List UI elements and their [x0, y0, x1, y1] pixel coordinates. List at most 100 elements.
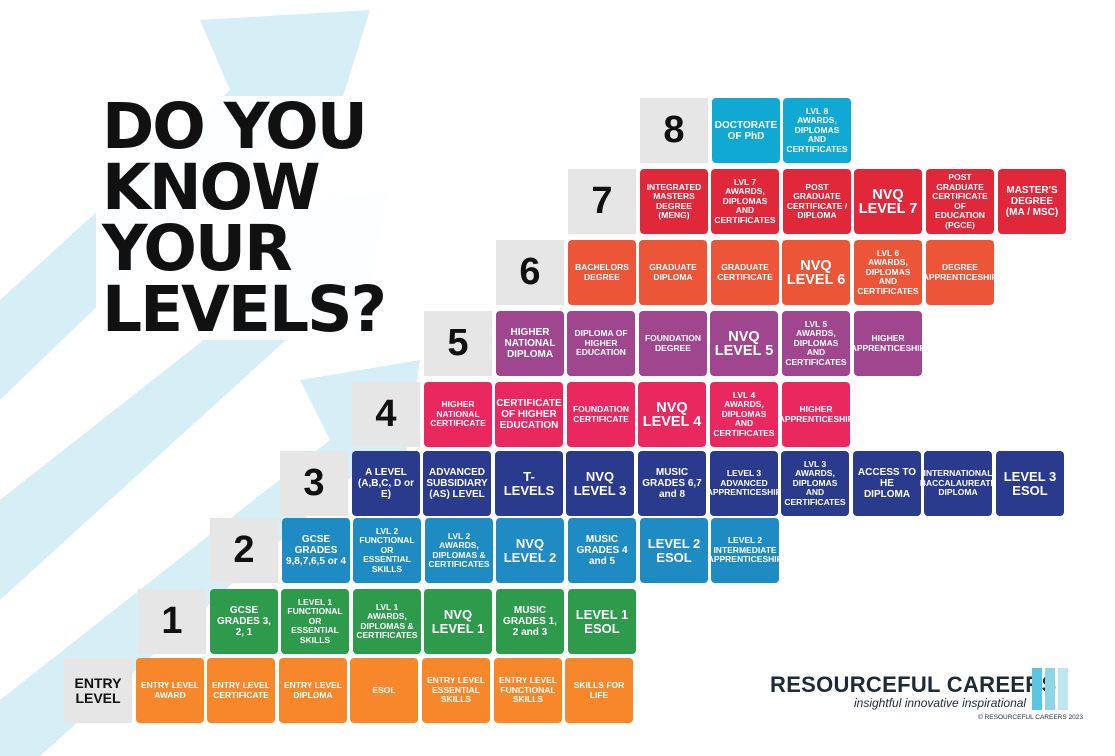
qualification-label: NVQ LEVEL 5: [714, 328, 774, 359]
qualification-label: DIPLOMA OF HIGHER EDUCATION: [574, 328, 628, 358]
headline: DO YOU KNOW YOUR LEVELS?: [96, 95, 392, 341]
qualification-label: ENTRY LEVEL AWARD: [140, 680, 200, 700]
qualification-label: LVL 8 AWARDS, DIPLOMAS AND CERTIFICATES: [786, 105, 848, 154]
headline-line-3: YOUR: [102, 212, 293, 285]
qualification-tile: NVQ LEVEL 7: [854, 169, 922, 234]
qualification-tile: NVQ LEVEL 2: [496, 518, 564, 583]
qualification-label: ENTRY LEVEL FUNCTIONAL SKILLS: [498, 675, 558, 705]
qualification-label: INTEGRATED MASTERS DEGREE (MENG): [646, 181, 702, 220]
qualification-label: LVL 4 AWARDS, DIPLOMAS AND CERTIFICATES: [713, 389, 775, 438]
qualification-tile: ENTRY LEVEL DIPLOMA: [279, 658, 347, 723]
qualification-label: ADVANCED SUBSIDIARY (AS) LEVEL: [426, 467, 488, 500]
qualification-label: LEVEL 1 FUNCTIONAL OR ESSENTIAL SKILLS: [287, 596, 343, 645]
qualification-tile: LVL 5 AWARDS, DIPLOMAS AND CERTIFICATES: [782, 311, 850, 376]
qualification-tile: NVQ LEVEL 3: [566, 451, 634, 516]
qualification-label: INTERNATIONAL BACCALAUREATE DIPLOMA: [919, 468, 997, 498]
qualification-tile: A LEVEL (A,B,C, D or E): [352, 451, 420, 516]
qualification-label: NVQ LEVEL 7: [858, 186, 918, 217]
logo-bars-icon: [1032, 668, 1070, 710]
qualification-label: LVL 2 AWARDS, DIPLOMAS & CERTIFICATES: [428, 530, 490, 569]
qualification-tile: LVL 3 AWARDS, DIPLOMAS AND CERTIFICATES: [781, 451, 849, 516]
qualification-label: MUSIC GRADES 6,7 and 8: [642, 467, 702, 500]
qualification-label: HIGHER APPRENTICESHIP: [778, 404, 854, 424]
qualification-label: HIGHER APPRENTICESHIP: [850, 333, 926, 353]
level-number-6: 2: [210, 518, 278, 583]
qualification-tile: ESOL: [350, 658, 418, 723]
qualification-tile: NVQ LEVEL 5: [710, 311, 778, 376]
qualification-label: GRADUATE CERTIFICATE: [717, 262, 773, 282]
qualification-tile: HIGHER APPRENTICESHIP: [779, 382, 853, 447]
qualification-label: LEVEL 2 ESOL: [647, 536, 701, 565]
qualification-tile: SKILLS FOR LIFE: [565, 658, 633, 723]
qualification-label: LVL 7 AWARDS, DIPLOMAS AND CERTIFICATES: [714, 176, 776, 225]
qualification-tile: DOCTORATE OF PhD: [712, 98, 780, 163]
level-number-4: 4: [352, 382, 420, 447]
qualification-tile: HIGHER NATIONAL DIPLOMA: [496, 311, 564, 376]
qualification-tile: ENTRY LEVEL AWARD: [136, 658, 204, 723]
qualification-label: ESOL: [372, 684, 396, 695]
qualification-tile: LVL 7 AWARDS, DIPLOMAS AND CERTIFICATES: [711, 169, 779, 234]
qualification-label: LEVEL 3 ESOL: [1003, 469, 1057, 498]
qualification-tile: LEVEL 2 ESOL: [640, 518, 708, 583]
qualification-tile: GRADUATE CERTIFICATE: [711, 240, 779, 305]
qualification-label: LEVEL 1 ESOL: [575, 607, 629, 636]
brand-name: RESOURCEFUL CAREERS: [770, 672, 1057, 697]
qualification-label: MUSIC GRADES 1, 2 and 3: [503, 605, 557, 638]
qualification-tile: GCSE GRADES 9,8,7,6,5 or 4: [282, 518, 350, 583]
qualification-label: LEVEL 2 INTERMEDIATE APPRENTICESHIP: [707, 535, 783, 565]
qualification-tile: ENTRY LEVEL FUNCTIONAL SKILLS: [494, 658, 562, 723]
level-number-7: 1: [138, 589, 206, 654]
qualification-tile: LVL 4 AWARDS, DIPLOMAS AND CERTIFICATES: [710, 382, 778, 447]
qualification-tile: HIGHER NATIONAL CERTIFICATE: [424, 382, 492, 447]
qualification-label: GRADUATE DIPLOMA: [649, 262, 697, 282]
level-number-2: 6: [496, 240, 564, 305]
qualification-label: LEVEL 3 ADVANCED APPRENTICESHIP: [706, 468, 782, 498]
qualification-tile: LEVEL 2 INTERMEDIATE APPRENTICESHIP: [708, 518, 782, 583]
qualification-tile: LEVEL 1 FUNCTIONAL OR ESSENTIAL SKILLS: [281, 589, 349, 654]
qualification-tile: NVQ LEVEL 6: [782, 240, 850, 305]
qualification-label: T-LEVELS: [503, 469, 555, 498]
qualification-tile: LVL 8 AWARDS, DIPLOMAS AND CERTIFICATES: [783, 98, 851, 163]
qualification-tile: BACHELORS DEGREE: [568, 240, 636, 305]
qualification-tile: MUSIC GRADES 6,7 and 8: [638, 451, 706, 516]
qualification-tile: ENTRY LEVEL CERTIFICATE: [207, 658, 275, 723]
qualification-label: ENTRY LEVEL ESSENTIAL SKILLS: [426, 675, 486, 705]
qualification-label: ENTRY LEVEL CERTIFICATE: [211, 680, 271, 700]
qualification-label: GCSE GRADES 3, 2, 1: [217, 605, 271, 638]
qualification-label: LVL 5 AWARDS, DIPLOMAS AND CERTIFICATES: [785, 318, 847, 367]
qualification-tile: LVL 1 AWARDS, DIPLOMAS & CERTIFICATES: [353, 589, 421, 654]
qualification-tile: LEVEL 3 ADVANCED APPRENTICESHIP: [707, 451, 781, 516]
qualification-tile: DIPLOMA OF HIGHER EDUCATION: [567, 311, 635, 376]
brand-tagline: insightful innovative inspirational: [854, 696, 1027, 710]
qualification-label: HIGHER NATIONAL DIPLOMA: [504, 327, 556, 360]
qualification-tile: LVL 6 AWARDS, DIPLOMAS AND CERTIFICATES: [854, 240, 922, 305]
qualification-label: DOCTORATE OF PhD: [714, 119, 778, 142]
level-number-1: 7: [568, 169, 636, 234]
copyright-text: © RESOURCEFUL CAREERS 2023: [978, 714, 1083, 721]
qualification-tile: MASTER'S DEGREE (MA / MSC): [998, 169, 1066, 234]
level-number-0: 8: [640, 98, 708, 163]
qualification-label: FOUNDATION DEGREE: [644, 333, 702, 353]
qualification-label: DEGREE APPRENTICESHIP: [922, 262, 998, 282]
level-number-3: 5: [424, 311, 492, 376]
qualification-tile: HIGHER APPRENTICESHIP: [851, 311, 925, 376]
level-number-8: ENTRY LEVEL: [64, 658, 132, 723]
qualification-tile: NVQ LEVEL 1: [424, 589, 492, 654]
qualification-tile: T-LEVELS: [495, 451, 563, 516]
qualification-tile: FOUNDATION DEGREE: [639, 311, 707, 376]
qualification-tile: MUSIC GRADES 4 and 5: [568, 518, 636, 583]
qualification-label: FOUNDATION CERTIFICATE: [572, 404, 630, 424]
qualification-tile: GCSE GRADES 3, 2, 1: [210, 589, 278, 654]
qualification-label: MASTER'S DEGREE (MA / MSC): [1005, 185, 1059, 218]
qualification-tile: ACCESS TO HE DIPLOMA: [853, 451, 921, 516]
qualification-label: NVQ LEVEL 6: [786, 257, 846, 288]
qualification-tile: NVQ LEVEL 4: [638, 382, 706, 447]
qualification-tile: LVL 2 AWARDS, DIPLOMAS & CERTIFICATES: [425, 518, 493, 583]
qualification-label: BACHELORS DEGREE: [575, 262, 629, 282]
qualification-label: A LEVEL (A,B,C, D or E): [357, 467, 415, 500]
qualification-tile: MUSIC GRADES 1, 2 and 3: [496, 589, 564, 654]
headline-line-2: KNOW: [102, 151, 321, 224]
qualification-tile: POST GRADUATE CERTIFICATE / DIPLOMA: [783, 169, 851, 234]
qualification-label: HIGHER NATIONAL CERTIFICATE: [430, 399, 486, 429]
